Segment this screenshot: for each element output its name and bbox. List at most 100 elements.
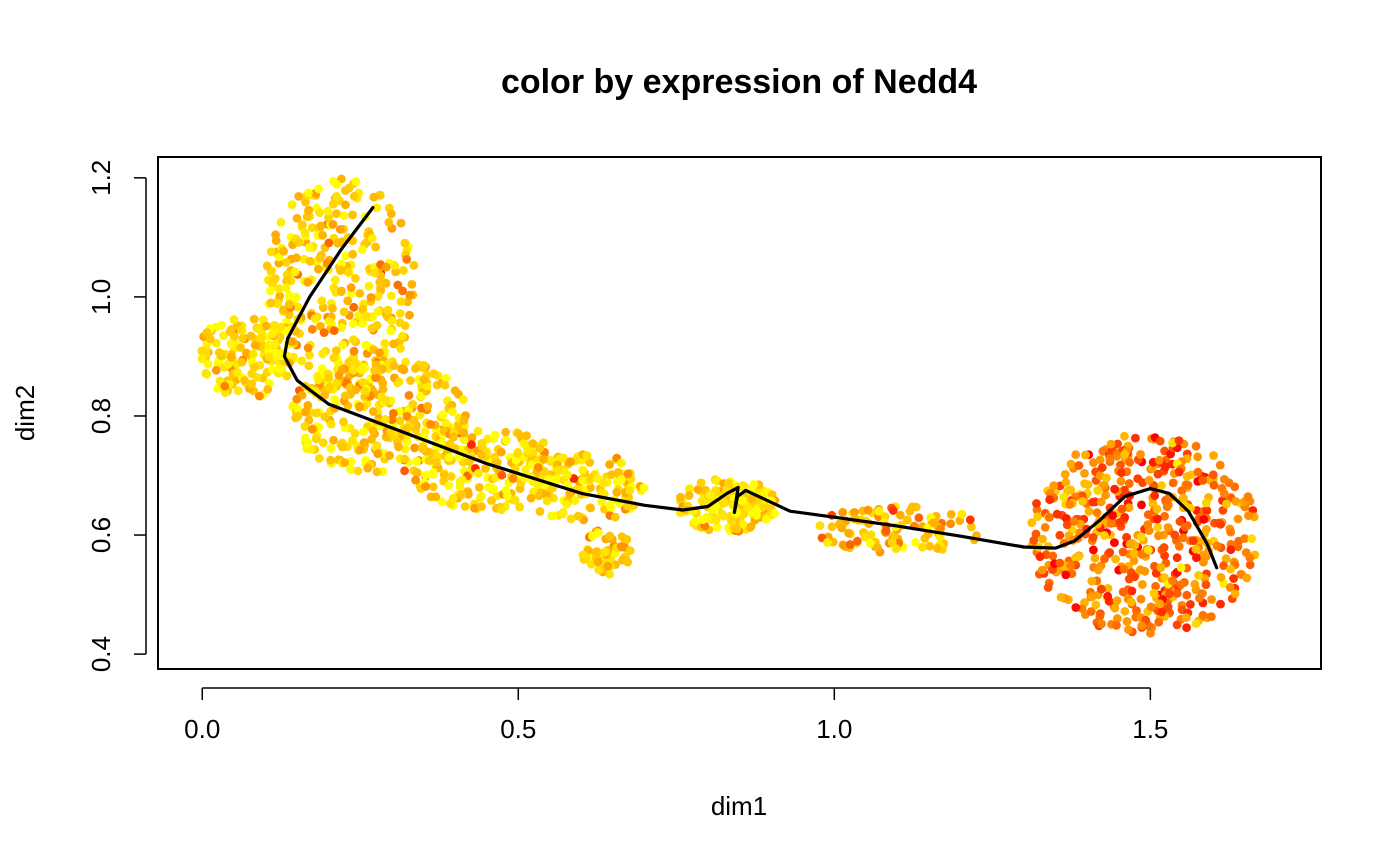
data-point <box>1045 513 1054 522</box>
data-point <box>1161 462 1170 472</box>
data-point <box>1153 469 1163 479</box>
data-point <box>1190 579 1200 589</box>
data-point <box>331 346 341 355</box>
data-point <box>874 507 884 516</box>
data-point <box>1206 612 1216 621</box>
data-point <box>448 407 457 417</box>
data-point <box>338 340 347 350</box>
data-point <box>314 375 323 385</box>
data-point <box>404 391 414 400</box>
data-point <box>408 400 418 409</box>
data-point <box>297 356 307 366</box>
data-point <box>1049 481 1059 491</box>
data-point <box>401 357 410 367</box>
data-point <box>1065 500 1075 509</box>
data-point <box>751 506 761 515</box>
data-point <box>1188 536 1198 545</box>
data-point <box>732 524 742 534</box>
data-point <box>380 415 390 424</box>
data-point <box>250 362 259 372</box>
data-point <box>410 443 419 453</box>
data-point <box>510 495 520 505</box>
data-point <box>328 199 338 209</box>
data-point <box>426 420 435 429</box>
data-point <box>1055 558 1065 568</box>
data-point <box>355 445 365 455</box>
data-point <box>1086 607 1096 616</box>
data-point <box>1226 527 1236 537</box>
data-point <box>1060 470 1070 479</box>
data-point <box>264 340 274 350</box>
data-point <box>1155 436 1165 446</box>
data-point <box>946 510 956 519</box>
data-point <box>373 292 383 301</box>
data-point <box>1074 552 1084 561</box>
data-point <box>370 366 379 375</box>
data-point <box>282 276 291 286</box>
data-point <box>229 315 239 324</box>
data-point <box>293 302 303 312</box>
data-point <box>1066 459 1076 469</box>
data-point <box>214 348 224 358</box>
data-point <box>693 485 703 494</box>
data-point <box>1105 454 1115 464</box>
data-point <box>578 465 588 475</box>
data-point <box>1097 584 1106 594</box>
data-point <box>562 500 572 509</box>
data-point <box>603 561 613 571</box>
data-point <box>274 284 284 293</box>
data-point <box>409 415 419 425</box>
data-point <box>1144 545 1153 555</box>
data-point <box>370 268 380 278</box>
trajectory-layer <box>282 206 1219 570</box>
data-point <box>1146 628 1155 638</box>
data-point <box>403 297 413 307</box>
data-point <box>1170 530 1180 540</box>
data-point <box>1194 571 1203 580</box>
data-point <box>386 326 396 336</box>
data-point <box>1110 603 1120 613</box>
data-point <box>1089 458 1098 467</box>
data-point <box>357 245 367 255</box>
data-point <box>405 290 415 300</box>
data-point <box>758 502 768 512</box>
x-axis-label: dim1 <box>711 791 767 821</box>
chart-title: color by expression of Nedd4 <box>501 63 977 101</box>
data-point <box>1055 530 1065 540</box>
data-point <box>866 539 875 548</box>
data-point <box>625 546 635 555</box>
data-point <box>429 369 439 379</box>
data-point <box>1091 600 1101 610</box>
data-point <box>1176 563 1186 572</box>
data-point <box>639 483 649 493</box>
data-point <box>1076 519 1085 529</box>
data-point <box>389 339 398 349</box>
data-point <box>1241 548 1251 557</box>
data-point <box>1172 553 1182 563</box>
data-point <box>440 380 450 390</box>
data-point <box>1061 570 1071 580</box>
data-point <box>698 515 708 524</box>
data-point <box>257 333 267 343</box>
data-point <box>205 334 215 344</box>
data-point <box>303 277 313 287</box>
data-point <box>1099 480 1109 490</box>
data-point <box>292 213 302 223</box>
data-point <box>617 532 627 542</box>
data-point <box>533 480 543 490</box>
data-point <box>1074 461 1084 470</box>
data-point <box>371 373 380 382</box>
data-point <box>415 410 425 420</box>
data-point <box>1226 564 1235 574</box>
data-point <box>1101 490 1110 500</box>
data-point <box>528 439 538 448</box>
data-point <box>305 256 315 266</box>
data-point <box>300 228 310 238</box>
data-point <box>203 359 213 369</box>
data-point <box>866 530 876 540</box>
data-point <box>1037 565 1047 575</box>
data-point <box>237 357 247 367</box>
data-point <box>1220 475 1229 484</box>
data-point <box>419 375 429 384</box>
data-point <box>1061 477 1071 487</box>
